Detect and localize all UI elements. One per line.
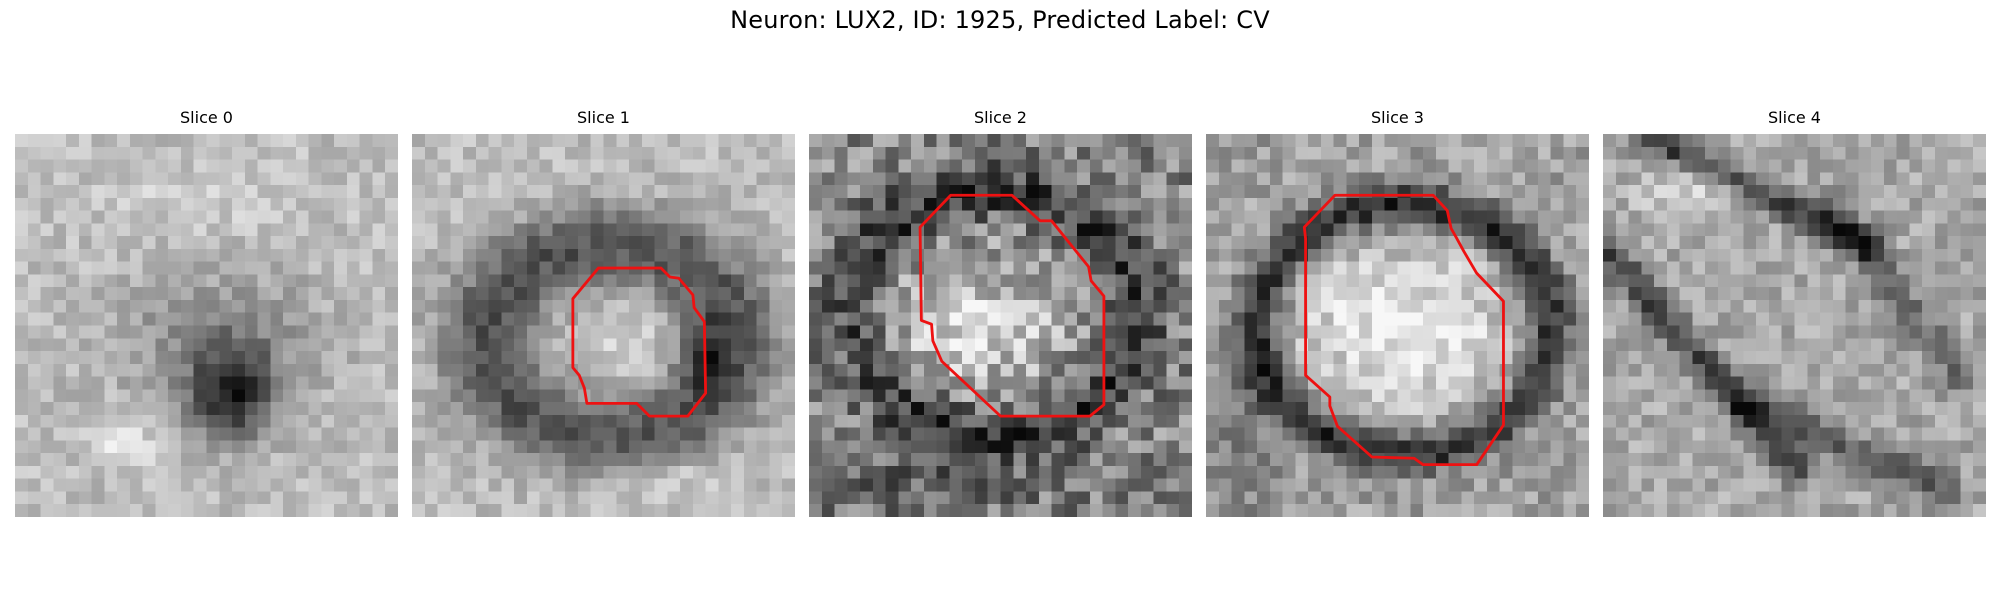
slice-image-2 xyxy=(809,134,1192,517)
figure-title: Neuron: LUX2, ID: 1925, Predicted Label:… xyxy=(730,6,1270,34)
slice-image-4 xyxy=(1603,134,1986,517)
roi-outline-2 xyxy=(918,193,1106,418)
slice-title-4: Slice 4 xyxy=(1768,108,1821,127)
slice-title-1: Slice 1 xyxy=(577,108,630,127)
slice-pixels-0 xyxy=(15,134,398,517)
roi-outline-1 xyxy=(571,266,708,418)
slice-pixels-3 xyxy=(1206,134,1589,517)
slice-image-3 xyxy=(1206,134,1589,517)
slice-pixels-2 xyxy=(809,134,1192,517)
roi-outline-3 xyxy=(1302,193,1505,467)
slice-title-0: Slice 0 xyxy=(180,108,233,127)
slice-image-1 xyxy=(412,134,795,517)
slice-title-3: Slice 3 xyxy=(1371,108,1424,127)
slice-title-2: Slice 2 xyxy=(974,108,1027,127)
slice-pixels-4 xyxy=(1603,134,1986,517)
slice-image-0 xyxy=(15,134,398,517)
slice-pixels-1 xyxy=(412,134,795,517)
